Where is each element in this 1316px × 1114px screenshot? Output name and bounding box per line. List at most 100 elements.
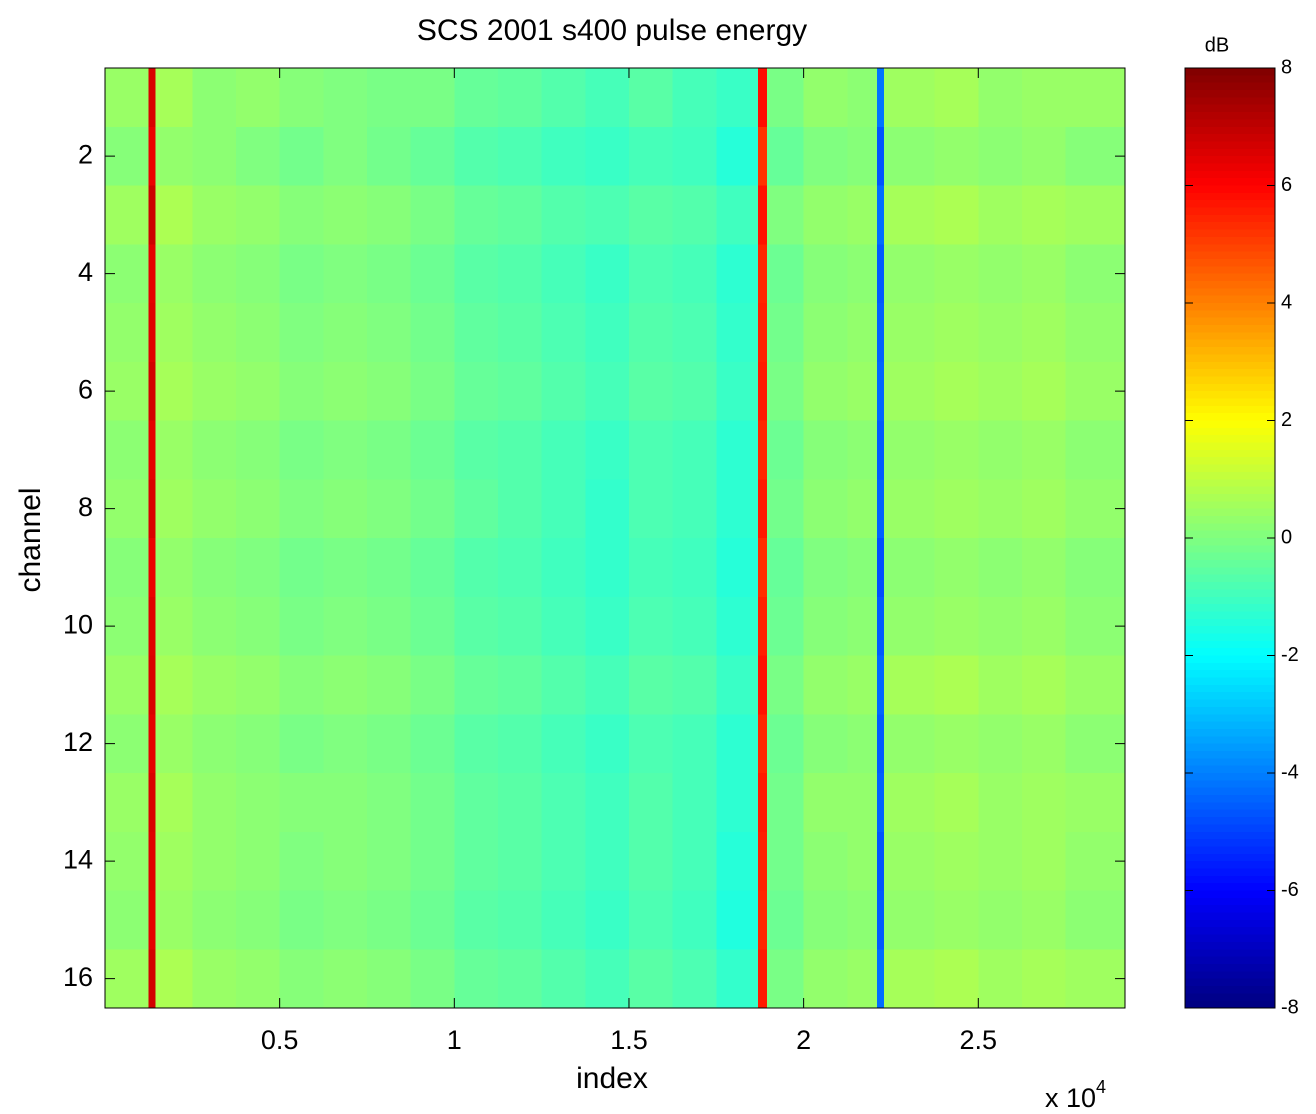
heatmap-cell xyxy=(279,420,324,480)
heatmap-cell xyxy=(978,361,1023,421)
heatmap-cell xyxy=(847,361,878,421)
colorbar-swatch xyxy=(1185,207,1275,216)
heatmap-cell xyxy=(876,596,885,656)
colorbar-swatch xyxy=(1185,68,1275,76)
heatmap-cell xyxy=(366,185,412,245)
colorbar-swatch xyxy=(1185,479,1275,488)
colorbar-swatch xyxy=(1185,515,1275,524)
heatmap-cell xyxy=(323,831,368,891)
heatmap-cell xyxy=(934,714,979,774)
heatmap-cell xyxy=(628,538,674,598)
heatmap-cell xyxy=(585,538,630,598)
colorbar-swatch xyxy=(1185,214,1275,223)
colorbar-swatch xyxy=(1185,471,1275,480)
heatmap-cell xyxy=(323,538,368,598)
colorbar-swatch xyxy=(1185,449,1275,458)
heatmap-cell xyxy=(192,714,237,774)
colorbar-tick-label: -8 xyxy=(1281,996,1299,1018)
heatmap-cell xyxy=(192,126,237,186)
colorbar-swatch xyxy=(1185,655,1275,664)
heatmap-cell xyxy=(366,538,412,598)
heatmap-cell xyxy=(1021,420,1067,480)
heatmap-cell xyxy=(716,538,759,598)
heatmap-cell xyxy=(628,126,674,186)
heatmap-cell xyxy=(155,361,193,421)
heatmap-cell xyxy=(978,185,1023,245)
heatmap-cell xyxy=(235,244,281,304)
y-tick-label: 2 xyxy=(78,139,93,169)
colorbar-tick-label: 4 xyxy=(1281,291,1292,313)
heatmap-cell xyxy=(628,479,674,539)
heatmap-cell xyxy=(454,949,499,1009)
heatmap-cell xyxy=(716,361,759,421)
heatmap-cell xyxy=(585,68,630,128)
heatmap-cell xyxy=(366,714,412,774)
heatmap-cell xyxy=(883,949,936,1009)
heatmap-cell xyxy=(155,244,193,304)
heatmap-cell xyxy=(541,538,586,598)
heatmap-cell xyxy=(847,68,878,128)
heatmap-cell xyxy=(978,773,1023,833)
heatmap-cell xyxy=(672,126,717,186)
heatmap-cell xyxy=(454,126,499,186)
heatmap-cell xyxy=(883,68,936,128)
heatmap-cell xyxy=(366,949,412,1009)
y-tick-label: 16 xyxy=(63,962,93,992)
heatmap-cell xyxy=(847,185,878,245)
colorbar-swatch xyxy=(1185,413,1275,421)
heatmap xyxy=(105,68,1126,1009)
heatmap-cell xyxy=(148,361,157,421)
colorbar-swatch xyxy=(1185,993,1275,1002)
heatmap-cell xyxy=(541,420,586,480)
colorbar-swatch xyxy=(1185,90,1275,98)
chart-title: SCS 2001 s400 pulse energy xyxy=(417,14,807,47)
plot-frame xyxy=(104,67,1126,1009)
heatmap-cell xyxy=(766,185,805,245)
heatmap-cell xyxy=(803,361,848,421)
heatmap-cell xyxy=(876,185,885,245)
heatmap-cell xyxy=(1021,361,1067,421)
heatmap-cell xyxy=(279,714,324,774)
heatmap-cell xyxy=(148,126,157,186)
heatmap-cell xyxy=(1021,185,1067,245)
heatmap-cell xyxy=(585,479,630,539)
heatmap-cell xyxy=(497,361,543,421)
heatmap-cell xyxy=(766,126,805,186)
heatmap-cell xyxy=(1021,949,1067,1009)
colorbar-swatch xyxy=(1185,273,1275,282)
heatmap-cell xyxy=(148,890,157,950)
colorbar-swatch xyxy=(1185,765,1275,774)
heatmap-cell xyxy=(105,303,150,363)
heatmap-cell xyxy=(883,420,936,480)
heatmap-cell xyxy=(454,596,499,656)
heatmap-cell xyxy=(192,831,237,891)
heatmap-cell xyxy=(541,303,586,363)
heatmap-cell xyxy=(803,773,848,833)
x-tick-label: 1 xyxy=(447,1025,462,1055)
heatmap-cell xyxy=(279,303,324,363)
heatmap-cell xyxy=(148,538,157,598)
colorbar-swatch xyxy=(1185,883,1275,891)
heatmap-cell xyxy=(1065,538,1126,598)
heatmap-cell xyxy=(279,126,324,186)
y-tick-label: 12 xyxy=(63,727,93,757)
heatmap-cell xyxy=(410,420,455,480)
heatmap-cell xyxy=(410,714,455,774)
heatmap-cell xyxy=(155,420,193,480)
heatmap-cell xyxy=(155,949,193,1009)
colorbar-swatch xyxy=(1185,692,1275,701)
colorbar-swatch xyxy=(1185,780,1275,789)
heatmap-cell xyxy=(323,890,368,950)
heatmap-cell xyxy=(628,596,674,656)
colorbar-swatch xyxy=(1185,391,1275,399)
heatmap-cell xyxy=(497,714,543,774)
heatmap-cell xyxy=(454,655,499,715)
colorbar-swatch xyxy=(1185,912,1275,921)
y-tick-label: 8 xyxy=(78,492,93,522)
heatmap-cell xyxy=(883,773,936,833)
heatmap-cell xyxy=(585,303,630,363)
heatmap-cell xyxy=(1065,185,1126,245)
heatmap-cell xyxy=(279,244,324,304)
heatmap-cell xyxy=(883,361,936,421)
heatmap-cell xyxy=(1021,890,1067,950)
